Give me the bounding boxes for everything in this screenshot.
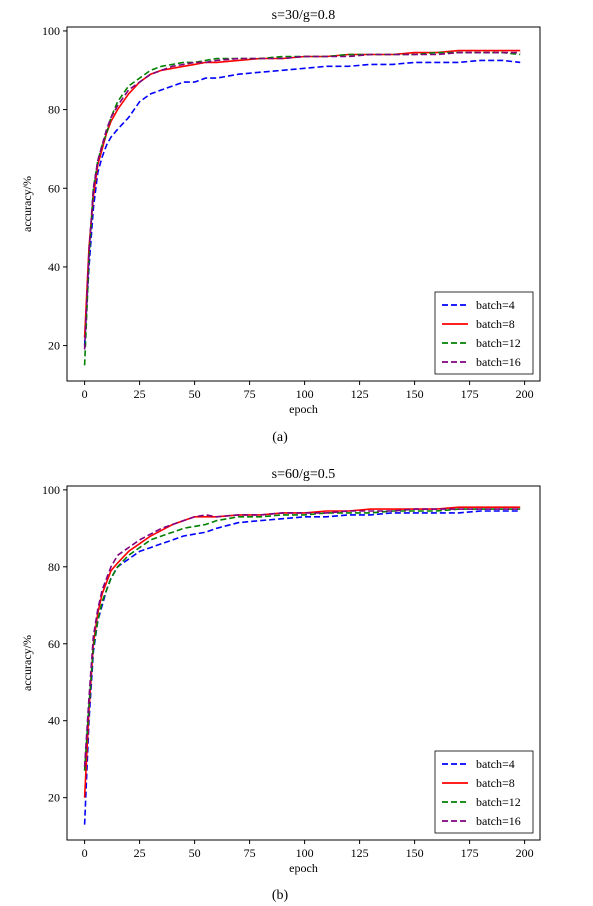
y-axis-label: accuracy/% [20, 176, 34, 232]
plot-frame [66, 485, 541, 841]
legend-label: batch=4 [476, 298, 515, 312]
legend-label: batch=16 [476, 355, 521, 369]
legend-label: batch=8 [476, 317, 515, 331]
series-line-batch-16 [83, 51, 521, 350]
x-tick-label: 75 [244, 387, 256, 401]
legend-label: batch=12 [476, 336, 521, 350]
series-line-batch-16 [83, 508, 521, 767]
x-tick-label: 50 [189, 846, 201, 860]
legend-label: batch=12 [476, 795, 521, 809]
y-tick-label: 80 [48, 103, 60, 117]
legend: batch=4 batch=8 batch=12 batch=16 [434, 750, 534, 834]
legend-label: batch=8 [476, 776, 515, 790]
y-tick-label: 20 [48, 339, 60, 353]
x-tick-label: 125 [351, 846, 369, 860]
y-tick-label: 100 [42, 483, 60, 497]
x-axis-label: epoch [289, 861, 318, 875]
x-axis-label: epoch [289, 402, 318, 416]
legend-label: batch=16 [476, 814, 521, 828]
y-tick-label: 80 [48, 560, 60, 574]
x-tick-label: 0 [82, 387, 88, 401]
caption-a: (a) [272, 430, 288, 445]
series-line-batch-4 [83, 59, 521, 346]
x-tick-label: 50 [189, 387, 201, 401]
y-tick-label: 60 [48, 181, 60, 195]
y-tick-label: 40 [48, 714, 60, 728]
x-tick-label: 200 [516, 846, 534, 860]
y-tick-label: 100 [42, 24, 60, 38]
legend: batch=4 batch=8 batch=12 batch=16 [434, 291, 534, 375]
x-tick-label: 75 [244, 846, 256, 860]
series-line-batch-12 [83, 508, 521, 771]
chart-title: s=30/g=0.8 [272, 8, 336, 23]
chart-panel-a: s=30/g=0.8 0 25 50 75 100 125 150 175 200 20 40 60 80… [20, 8, 541, 416]
legend-label: batch=4 [476, 757, 515, 771]
x-tick-label: 25 [134, 387, 146, 401]
y-tick-label: 60 [48, 637, 60, 651]
y-tick-label: 20 [48, 791, 60, 805]
caption-b: (b) [271, 888, 289, 903]
x-tick-label: 25 [134, 846, 146, 860]
plot-frame [66, 26, 541, 382]
x-tick-label: 0 [82, 846, 88, 860]
chart-title: s=60/g=0.5 [272, 467, 336, 482]
y-axis-label: accuracy/% [20, 635, 34, 691]
x-tick-label: 175 [461, 387, 479, 401]
chart-panel-b: s=60/g=0.5 0 25 50 75 100 125 150 175 200 20 40 60 80… [20, 467, 541, 875]
x-tick-label: 150 [406, 387, 424, 401]
x-tick-label: 100 [296, 846, 314, 860]
x-tick-label: 175 [461, 846, 479, 860]
x-tick-label: 150 [406, 846, 424, 860]
x-tick-label: 125 [351, 387, 369, 401]
x-tick-label: 100 [296, 387, 314, 401]
y-tick-label: 40 [48, 260, 60, 274]
x-tick-label: 200 [516, 387, 534, 401]
